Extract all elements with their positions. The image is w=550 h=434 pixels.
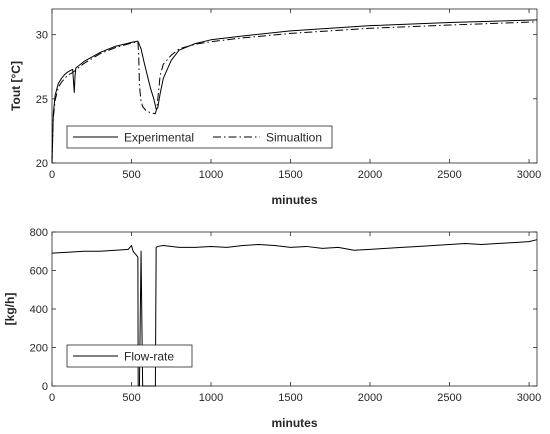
- flow-rate-x-axis-label: minutes: [271, 416, 317, 430]
- legend-simulation-label: Simualtion: [266, 131, 322, 145]
- y-tick-label: 200: [30, 343, 48, 355]
- x-tick-label: 1000: [199, 169, 223, 181]
- y-tick-label: 20: [36, 158, 48, 170]
- x-tick-label: 2500: [437, 169, 461, 181]
- x-tick-label: 500: [122, 169, 140, 181]
- x-tick-label: 1500: [278, 392, 302, 404]
- x-tick-label: 2000: [358, 392, 382, 404]
- temperature-x-tick-labels: 0 500 1000 1500 2000 2500 3000: [49, 169, 541, 181]
- y-tick-label: 30: [36, 30, 48, 42]
- y-tick-label: 0: [42, 381, 48, 393]
- x-tick-label: 0: [49, 392, 55, 404]
- series-line-experimental: [51, 19, 538, 164]
- flow-rate-x-tick-labels: 0 500 1000 1500 2000 2500 3000: [49, 392, 541, 404]
- y-tick-label: 800: [30, 227, 48, 239]
- flow-rate-y-axis-label: [kg/h]: [3, 293, 17, 326]
- temperature-x-axis-label: minutes: [271, 193, 317, 207]
- x-tick-label: 500: [122, 392, 140, 404]
- x-tick-label: 2000: [358, 169, 382, 181]
- temperature-y-tick-labels: 20 25 30: [36, 30, 48, 170]
- flow-rate-legend: Flow-rate: [66, 344, 193, 368]
- temperature-legend: Experimental Simualtion: [66, 125, 333, 149]
- legend-flow-rate-label: Flow-rate: [124, 350, 174, 364]
- legend-experimental-label: Experimental: [124, 131, 194, 145]
- y-tick-label: 400: [30, 304, 48, 316]
- temperature-legend-box: [66, 125, 333, 149]
- series-line-simualtion: [51, 21, 538, 164]
- x-tick-label: 0: [49, 169, 55, 181]
- x-tick-label: 1000: [199, 392, 223, 404]
- temperature-series-lines: [51, 19, 538, 164]
- x-tick-label: 3000: [517, 392, 541, 404]
- x-tick-label: 1500: [278, 169, 302, 181]
- x-tick-label: 2500: [437, 392, 461, 404]
- flow-rate-tick-marks: [51, 231, 537, 387]
- flow-rate-series-lines: [51, 239, 538, 387]
- series-line-flow-rate: [51, 239, 538, 387]
- flow-rate-legend-box: [66, 344, 193, 368]
- temperature-y-axis-label: Tout [°C]: [9, 61, 23, 111]
- y-tick-label: 25: [36, 94, 48, 106]
- x-tick-label: 3000: [517, 169, 541, 181]
- flow-rate-panel: 0 500 1000 1500 2000 2500 3000 0 200 400 600 800 m…: [3, 227, 541, 430]
- y-tick-label: 600: [30, 266, 48, 278]
- flow-rate-y-tick-labels: 0 200 400 600 800: [30, 227, 48, 393]
